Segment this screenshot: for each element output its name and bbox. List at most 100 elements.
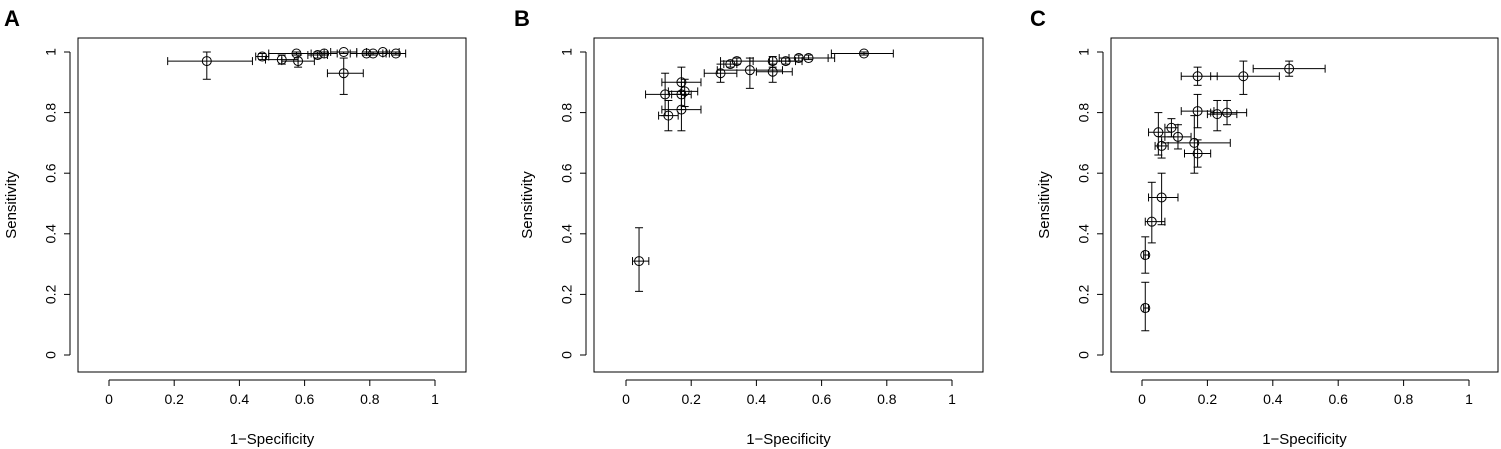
plot-frame — [77, 37, 467, 373]
point-marker — [1192, 106, 1203, 117]
y-axis-title: Sensitivity — [519, 171, 536, 239]
y-tick-label: 0 — [1076, 351, 1092, 359]
point-marker — [1189, 137, 1200, 148]
panel-c: C 0 0.2 0.4 0.6 0.8 1 0 0.2 0.4 0.6 0.8 1 1−Specifici… — [1030, 6, 1499, 448]
y-tick-label: 0 — [559, 351, 575, 359]
data-point — [1148, 172, 1179, 226]
panel-a: A 0 0.2 0.4 0.6 0.8 1 0 0.2 0.4 0.6 0.8 1 1−Specifici… — [3, 6, 467, 448]
point-marker — [319, 48, 330, 59]
point-marker — [731, 56, 742, 67]
x-tick-label: 0 — [1138, 391, 1146, 407]
point-marker — [1222, 107, 1233, 118]
point-marker — [767, 66, 778, 77]
y-tick-label: 0.2 — [1076, 284, 1092, 304]
point-marker — [257, 51, 268, 62]
data-point — [645, 72, 686, 117]
data-point — [1210, 60, 1280, 95]
y-tick-label: 0.6 — [43, 163, 59, 183]
y-axis-title: Sensitivity — [1036, 171, 1053, 239]
data-point — [1210, 99, 1248, 126]
x-tick-label: 0.8 — [360, 391, 380, 407]
point-marker — [368, 48, 379, 59]
x-axis-title: 1−Specificity — [746, 431, 831, 448]
x-tick-label: 0.2 — [1198, 391, 1218, 407]
data-point — [788, 53, 836, 64]
x-tick-label: 0.8 — [1394, 391, 1414, 407]
x-tick-label: 0 — [105, 391, 113, 407]
point-marker — [715, 68, 726, 79]
data-point — [830, 48, 894, 59]
data-point — [310, 48, 338, 59]
x-tick-label: 0.4 — [1263, 391, 1283, 407]
x-tick-label: 0.8 — [877, 391, 897, 407]
point-marker — [1153, 127, 1164, 138]
data-point — [326, 57, 364, 95]
point-marker — [377, 47, 388, 57]
y-tick-label: 0.8 — [43, 103, 59, 123]
point-marker — [676, 77, 687, 88]
x-tick-label: 0.4 — [230, 391, 250, 407]
panel-label: B — [514, 6, 530, 31]
point-marker — [338, 47, 349, 57]
data-point — [703, 63, 738, 83]
panel-label: C — [1030, 6, 1046, 31]
point-marker — [291, 48, 302, 59]
data-point — [1140, 236, 1151, 274]
point-marker — [634, 256, 645, 267]
point-marker — [201, 56, 212, 67]
data-point — [632, 227, 650, 292]
point-marker — [1166, 122, 1177, 133]
point-marker — [1140, 250, 1151, 261]
x-tick-label: 0.6 — [1328, 391, 1348, 407]
y-tick-label: 0.2 — [559, 284, 575, 304]
y-tick-label: 0.8 — [1076, 103, 1092, 123]
point-marker — [1192, 71, 1203, 82]
x-axis-title: 1−Specificity — [1262, 431, 1347, 448]
data-point — [667, 78, 699, 108]
point-marker — [1156, 192, 1167, 203]
point-marker — [660, 89, 671, 100]
y-tick-label: 0.6 — [1076, 163, 1092, 183]
data-point — [1140, 281, 1151, 332]
data-point — [1164, 124, 1192, 150]
y-tick-label: 0.6 — [559, 163, 575, 183]
x-tick-label: 0.6 — [812, 391, 832, 407]
x-axis-title: 1−Specificity — [230, 431, 315, 448]
x-tick-label: 0.2 — [164, 391, 184, 407]
point-marker — [1146, 216, 1157, 227]
point-marker — [293, 56, 304, 67]
data-point — [167, 51, 253, 80]
x-tick-label: 1 — [1465, 391, 1473, 407]
y-axis-title: Sensitivity — [3, 171, 20, 239]
point-marker — [1212, 109, 1223, 120]
plot-frame — [593, 37, 984, 373]
panel-label: A — [4, 6, 20, 31]
point-marker — [780, 56, 791, 67]
point-marker — [1140, 303, 1151, 314]
x-tick-label: 0.2 — [681, 391, 701, 407]
data-point — [1252, 60, 1326, 77]
x-tick-label: 1 — [948, 391, 956, 407]
x-tick-label: 0.4 — [747, 391, 767, 407]
y-tick-label: 0 — [43, 351, 59, 359]
point-marker — [679, 86, 690, 97]
y-tick-label: 0.4 — [43, 224, 59, 244]
point-marker — [390, 48, 401, 59]
x-tick-label: 1 — [431, 391, 439, 407]
data-point — [661, 66, 702, 95]
data-point — [281, 54, 315, 68]
y-tick-label: 0.8 — [559, 103, 575, 123]
data-point — [1184, 139, 1212, 168]
point-marker — [1192, 148, 1203, 159]
y-tick-label: 1 — [43, 48, 59, 56]
data-point — [1206, 99, 1238, 132]
panel-b: B 0 0.2 0.4 0.6 0.8 1 0 0.2 0.4 0.6 0.8 1 1−Specifici… — [514, 6, 984, 448]
point-marker — [1284, 63, 1295, 74]
plot-frame — [1110, 37, 1499, 373]
data-point — [1161, 115, 1231, 174]
point-marker — [858, 48, 869, 59]
point-marker — [338, 68, 349, 79]
point-marker — [744, 65, 755, 76]
y-tick-label: 1 — [1076, 48, 1092, 56]
y-tick-label: 0.4 — [559, 224, 575, 244]
